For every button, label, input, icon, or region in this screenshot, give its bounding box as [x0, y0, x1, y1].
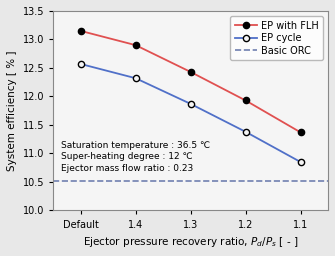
EP with FLH	[298, 131, 303, 134]
EP cycle	[244, 130, 248, 133]
EP with FLH	[244, 99, 248, 102]
Y-axis label: System efficiency [ % ]: System efficiency [ % ]	[7, 50, 17, 171]
EP with FLH	[189, 70, 193, 73]
Basic ORC	[134, 179, 138, 182]
EP cycle	[298, 161, 303, 164]
Line: EP cycle: EP cycle	[77, 61, 304, 165]
X-axis label: Ejector pressure recovery ratio, $P_d/P_s$ [ - ]: Ejector pressure recovery ratio, $P_d/P_…	[83, 235, 298, 249]
EP with FLH	[79, 29, 83, 33]
Line: EP with FLH: EP with FLH	[77, 28, 304, 135]
EP cycle	[79, 62, 83, 66]
Legend: EP with FLH, EP cycle, Basic ORC: EP with FLH, EP cycle, Basic ORC	[230, 16, 323, 60]
EP with FLH	[134, 44, 138, 47]
Basic ORC	[79, 179, 83, 182]
EP cycle	[134, 77, 138, 80]
EP cycle	[189, 102, 193, 105]
Text: Saturation temperature : 36.5 ℃
Super-heating degree : 12 ℃
Ejector mass flow ra: Saturation temperature : 36.5 ℃ Super-he…	[61, 141, 210, 173]
